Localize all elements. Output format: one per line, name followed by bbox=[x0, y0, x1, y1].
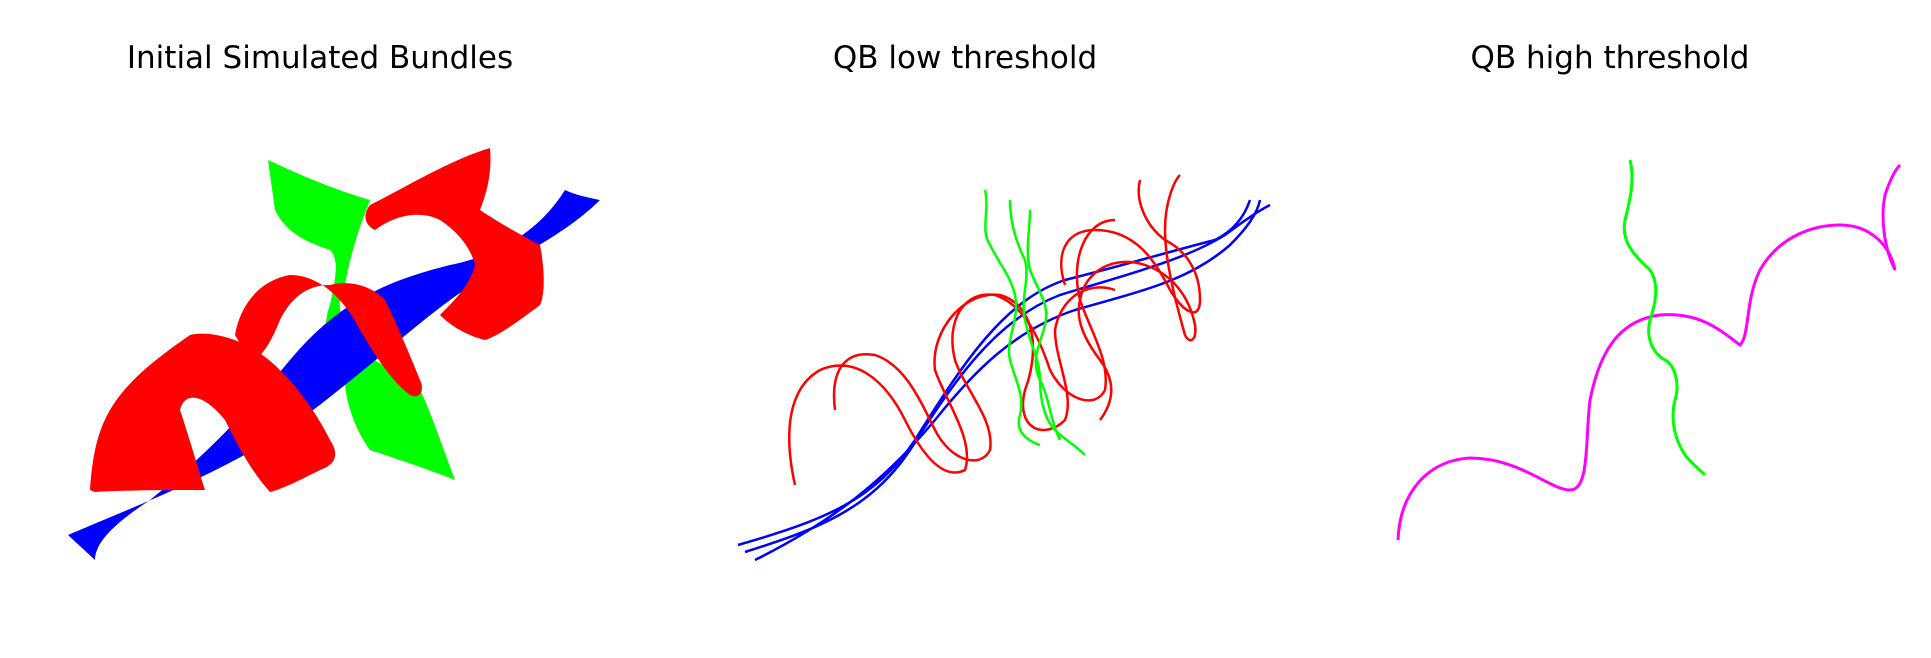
panel-qb-high-threshold: QB high threshold bbox=[1290, 0, 1930, 658]
blue-streamline bbox=[754, 199, 1262, 562]
magenta-centroid-streamline bbox=[1396, 163, 1902, 541]
bundles-render bbox=[68, 148, 600, 560]
green-streamline bbox=[1026, 209, 1062, 441]
panel-title: QB high threshold bbox=[1470, 40, 1750, 76]
green-centroid-streamline bbox=[1622, 159, 1707, 477]
red-bundle-ribbon-lower bbox=[90, 333, 336, 492]
green-streamline bbox=[983, 189, 1041, 447]
red-streamline bbox=[832, 218, 1116, 462]
red-streamline bbox=[1060, 179, 1202, 314]
green-streamline bbox=[1008, 199, 1086, 456]
panel-title: Initial Simulated Bundles bbox=[126, 40, 514, 76]
panel-initial-bundles: Initial Simulated Bundles bbox=[0, 0, 640, 658]
qb-high-render bbox=[1396, 159, 1902, 541]
red-streamline bbox=[1077, 174, 1197, 421]
red-bundle-ribbon-middle bbox=[235, 275, 422, 397]
panel-title: QB low threshold bbox=[832, 40, 1098, 76]
green-bundle-ribbon bbox=[268, 160, 455, 480]
blue-bundle-ribbon bbox=[68, 190, 600, 560]
blue-streamline bbox=[744, 203, 1271, 554]
red-bundle-ribbon-upper bbox=[365, 148, 544, 340]
qb-low-render bbox=[737, 174, 1271, 562]
panel-qb-low-threshold: QB low threshold bbox=[645, 0, 1285, 658]
